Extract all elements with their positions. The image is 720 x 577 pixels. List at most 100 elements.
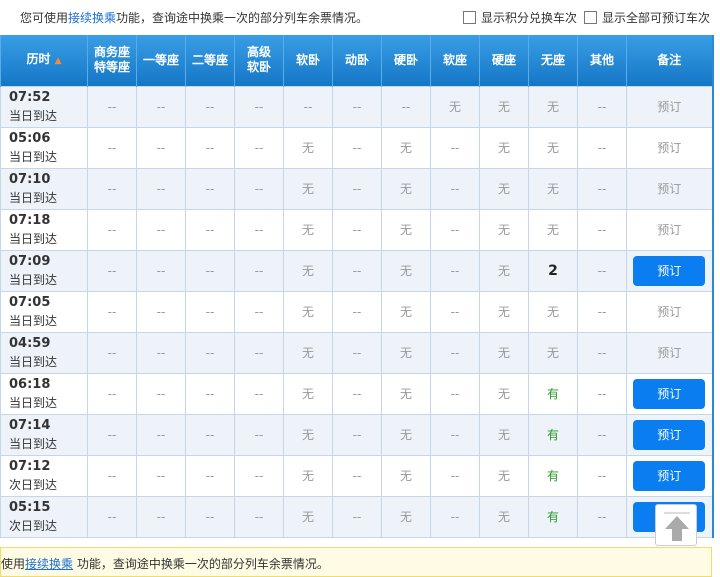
seat-cell: -- bbox=[577, 495, 627, 538]
remark-cell: 预订 bbox=[626, 126, 713, 169]
seat-cell: -- bbox=[332, 249, 382, 292]
all-bookable-checkbox[interactable]: 显示全部可预订车次 bbox=[584, 9, 710, 26]
seat-cell: -- bbox=[87, 208, 137, 251]
seat-cell: 无 bbox=[381, 290, 431, 333]
seat-cell: -- bbox=[136, 372, 186, 415]
seat-cell: 无 bbox=[528, 85, 578, 128]
column-header: 无座 bbox=[528, 35, 578, 86]
seat-cell: 无 bbox=[283, 454, 333, 497]
duration-cell: 04:59 当日到达 bbox=[0, 331, 88, 374]
seat-cell: -- bbox=[234, 249, 284, 292]
seat-cell: -- bbox=[234, 167, 284, 210]
seat-cell: 无 bbox=[479, 413, 529, 456]
seat-cell: 无 bbox=[283, 495, 333, 538]
ticket-table: 历时 ▲ 商务座 特等座 一等座 二等座 高级软卧 软卧 动卧 硬卧 软座 硬座 无座 其他 备注 07:… bbox=[0, 35, 714, 538]
duration-cell: 07:10 当日到达 bbox=[0, 167, 88, 210]
seat-cell: 无 bbox=[381, 167, 431, 210]
sort-ascending-icon[interactable]: ▲ bbox=[54, 55, 62, 66]
column-header: 高级软卧 bbox=[234, 35, 284, 86]
book-disabled: 预订 bbox=[657, 100, 682, 114]
seat-cell: -- bbox=[577, 208, 627, 251]
seat-cell: 无 bbox=[528, 126, 578, 169]
duration-cell: 05:15 次日到达 bbox=[0, 495, 88, 538]
seat-cell: -- bbox=[234, 331, 284, 374]
seat-cell: -- bbox=[577, 331, 627, 374]
seat-cell: 有 bbox=[528, 495, 578, 538]
seat-cell: -- bbox=[136, 413, 186, 456]
seat-cell: 无 bbox=[381, 495, 431, 538]
seat-cell: -- bbox=[577, 249, 627, 292]
seat-cell: -- bbox=[87, 167, 137, 210]
arrow-up-icon bbox=[664, 512, 690, 541]
seat-cell: 无 bbox=[479, 495, 529, 538]
seat-cell: -- bbox=[136, 290, 186, 333]
seat-cell: -- bbox=[332, 413, 382, 456]
seat-cell: -- bbox=[87, 126, 137, 169]
seat-cell: -- bbox=[136, 249, 186, 292]
book-button[interactable]: 预订 bbox=[633, 378, 706, 409]
book-disabled: 预订 bbox=[657, 182, 682, 196]
seat-cell: -- bbox=[185, 413, 235, 456]
seat-cell: -- bbox=[430, 372, 480, 415]
seat-cell: 无 bbox=[479, 85, 529, 128]
table-row: 07:18 当日到达 -- -- -- -- 无 -- 无 -- 无无 -- 预订 bbox=[0, 208, 713, 251]
remark-cell: 预订 bbox=[626, 331, 713, 374]
table-row: 07:10 当日到达 -- -- -- -- 无 -- 无 -- 无无 -- 预订 bbox=[0, 167, 713, 210]
table-row: 04:59 当日到达 -- -- -- -- 无 -- 无 -- 无无 -- 预订 bbox=[0, 331, 713, 374]
checkbox-icon[interactable] bbox=[584, 11, 597, 24]
seat-cell: -- bbox=[185, 208, 235, 251]
book-disabled: 预订 bbox=[657, 223, 682, 237]
seat-cell: -- bbox=[185, 85, 235, 128]
table-row: 07:05 当日到达 -- -- -- -- 无 -- 无 -- 无无 -- 预订 bbox=[0, 290, 713, 333]
seat-cell: -- bbox=[87, 372, 137, 415]
column-header: 二等座 bbox=[185, 35, 235, 86]
seat-cell: -- bbox=[136, 331, 186, 374]
transfer-link[interactable]: 接续换乘 bbox=[68, 11, 117, 25]
seat-cell: 无 bbox=[479, 372, 529, 415]
points-exchange-checkbox[interactable]: 显示积分兑换车次 bbox=[463, 9, 577, 26]
duration-cell: 06:18 当日到达 bbox=[0, 372, 88, 415]
seat-cell: -- bbox=[234, 208, 284, 251]
seat-cell: 无 bbox=[381, 331, 431, 374]
seat-cell: 无 bbox=[283, 331, 333, 374]
seat-cell: -- bbox=[430, 331, 480, 374]
back-to-top-button[interactable] bbox=[655, 504, 697, 546]
seat-cell: 无 bbox=[528, 167, 578, 210]
seat-cell: 无 bbox=[381, 249, 431, 292]
seat-cell: -- bbox=[87, 249, 137, 292]
seat-cell: 无 bbox=[479, 167, 529, 210]
remark-cell: 预订 bbox=[626, 208, 713, 251]
footer-transfer-link[interactable]: 接续换乘 bbox=[25, 557, 74, 571]
seat-cell: 无 bbox=[283, 290, 333, 333]
book-button[interactable]: 预订 bbox=[633, 255, 706, 286]
column-header: 软座 bbox=[430, 35, 480, 86]
seat-cell: -- bbox=[332, 126, 382, 169]
book-button[interactable]: 预订 bbox=[633, 419, 706, 450]
seat-cell: -- bbox=[332, 208, 382, 251]
seat-cell: 2 bbox=[528, 249, 578, 292]
seat-cell: -- bbox=[430, 454, 480, 497]
checkbox-icon[interactable] bbox=[463, 11, 476, 24]
seat-cell: -- bbox=[185, 290, 235, 333]
seat-cell: -- bbox=[430, 208, 480, 251]
book-disabled: 预订 bbox=[657, 141, 682, 155]
seat-cell: 无 bbox=[528, 290, 578, 333]
seat-cell: 无 bbox=[381, 454, 431, 497]
deluxe-soft-sleeper-header: 高级软卧 bbox=[246, 45, 271, 75]
column-header: 动卧 bbox=[332, 35, 382, 86]
seat-cell: -- bbox=[234, 372, 284, 415]
remark-cell: 预订 bbox=[626, 167, 713, 210]
seat-cell: -- bbox=[381, 85, 431, 128]
seat-cell: -- bbox=[332, 290, 382, 333]
seat-cell: -- bbox=[430, 167, 480, 210]
duration-cell: 07:18 当日到达 bbox=[0, 208, 88, 251]
duration-cell: 07:14 当日到达 bbox=[0, 413, 88, 456]
remark-cell: 预订 bbox=[626, 290, 713, 333]
book-button[interactable]: 预订 bbox=[633, 460, 706, 491]
seat-cell: -- bbox=[136, 167, 186, 210]
column-header[interactable]: 历时 ▲ bbox=[0, 35, 88, 86]
seat-cell: 无 bbox=[283, 208, 333, 251]
seat-cell: 无 bbox=[479, 454, 529, 497]
duration-cell: 07:52 当日到达 bbox=[0, 85, 88, 128]
